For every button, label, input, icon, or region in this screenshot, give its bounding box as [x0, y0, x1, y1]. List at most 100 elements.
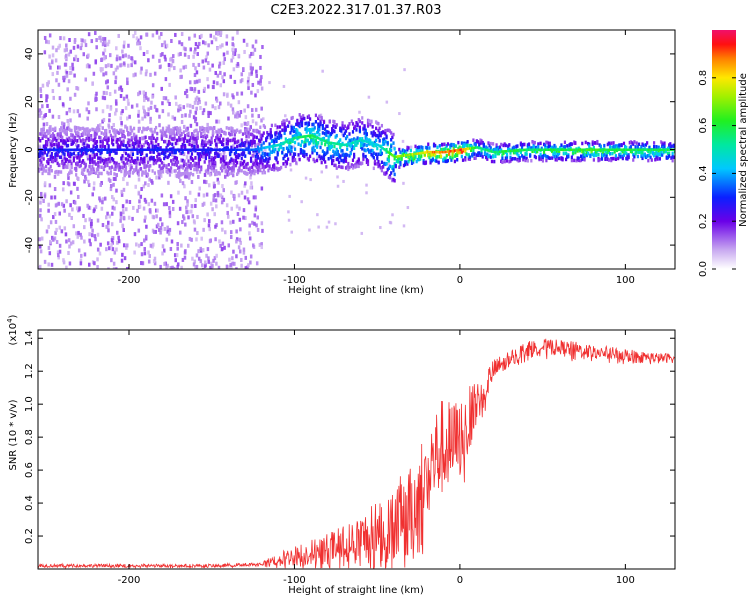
spectrogram-cell — [211, 63, 214, 68]
x-tick-label: 100 — [616, 575, 635, 586]
spectrogram-cell — [159, 225, 163, 230]
spectrogram-cell — [560, 143, 563, 147]
spectrogram-cell — [423, 161, 426, 166]
spectrogram-cell — [222, 142, 225, 147]
spectrogram-cell — [39, 132, 42, 136]
spectrogram-cell — [470, 147, 473, 150]
spectrogram-cell — [154, 138, 158, 143]
spectrogram-cell — [511, 146, 514, 150]
spectrogram-cell — [225, 34, 229, 39]
spectrogram-cell — [394, 164, 397, 169]
spectrogram-cell — [78, 164, 81, 169]
spectrogram-cell — [622, 148, 625, 151]
spectrogram-cell — [63, 148, 66, 151]
spectrogram-cell — [488, 143, 491, 148]
spectrogram-cell — [451, 149, 454, 153]
spectrogram-cell — [270, 167, 273, 171]
spectrogram-cell — [146, 50, 149, 55]
spectrogram-cell — [195, 264, 199, 269]
spectrogram-cell — [198, 148, 201, 151]
spectrogram-cell — [161, 251, 164, 256]
spectrogram-cell — [70, 165, 73, 170]
spectrogram-cell — [212, 161, 216, 166]
spectrogram-cell — [390, 171, 393, 175]
spectrogram-cell — [184, 196, 187, 201]
spectrogram-cell — [373, 159, 377, 164]
spectrogram-cell — [428, 155, 431, 160]
spectrogram-cell — [129, 148, 132, 151]
spectrogram-cell — [287, 147, 290, 152]
spectrogram-cell — [291, 137, 294, 141]
spectrogram-cell — [604, 149, 607, 153]
spectrogram-cell — [427, 142, 430, 146]
spectrogram-cell — [494, 154, 497, 159]
spectrogram-cell — [90, 219, 93, 224]
spectrogram-cell — [92, 181, 96, 186]
spectrogram-cell — [643, 152, 646, 157]
spectrogram-cell — [42, 166, 45, 170]
spectrogram-cell — [55, 142, 58, 147]
spectrogram-cell — [613, 145, 616, 149]
spectrogram-cell — [68, 244, 71, 249]
spectrogram-cell — [46, 81, 49, 86]
spectrogram-cell — [489, 146, 492, 150]
spectrogram-cell — [479, 138, 482, 142]
spectrogram-cell — [269, 150, 272, 154]
spectrogram-cell — [306, 156, 309, 161]
spectrogram-cell — [311, 134, 314, 137]
spectrogram-cell — [179, 148, 182, 151]
spectrogram-cell — [115, 247, 118, 252]
spectrogram-cell — [186, 126, 189, 131]
spectrogram-cell — [464, 156, 467, 160]
spectrogram-cell — [39, 200, 42, 205]
spectrogram-cell — [378, 126, 381, 131]
spectrogram-cell — [127, 54, 131, 59]
spectrogram-cell — [73, 125, 77, 130]
spectrogram-cell — [250, 143, 253, 148]
spectrogram-cell — [113, 172, 116, 176]
spectrogram-cell — [180, 148, 183, 151]
spectrogram-cell — [332, 154, 335, 158]
spectrogram-cell — [232, 95, 235, 100]
spectrogram-cell — [95, 126, 99, 130]
spectrogram-cell — [478, 151, 481, 155]
spectrogram-cell — [240, 148, 243, 151]
spectrogram-cell — [181, 257, 185, 262]
spectrogram-cell — [58, 155, 62, 159]
spectrogram-cell — [300, 117, 304, 122]
spectrogram-cell — [190, 237, 193, 242]
spectrogram-cell — [186, 168, 189, 172]
spectrogram-cell — [246, 171, 249, 176]
spectrogram-cell — [457, 150, 460, 154]
spectrogram-cell — [149, 243, 153, 248]
spectrogram-cell — [158, 164, 161, 168]
spectrogram-cell — [140, 66, 143, 71]
spectrogram-cell — [47, 159, 51, 164]
spectrogram-cell — [84, 43, 88, 48]
spectrogram-cell — [54, 126, 57, 131]
spectrogram-cell — [344, 166, 348, 170]
spectrogram-cell — [44, 169, 48, 173]
spectrogram-cell — [120, 130, 123, 134]
spectrogram-cell — [189, 123, 193, 128]
spectrogram-cell — [144, 215, 147, 220]
spectrogram-cell — [184, 222, 187, 227]
spectrogram-cell — [68, 108, 72, 113]
spectrogram-cell — [196, 167, 199, 172]
spectrogram-cell — [129, 167, 132, 171]
spectrogram-cell — [299, 133, 302, 138]
spectrogram-cell — [62, 165, 65, 170]
spectrogram-cell — [461, 149, 465, 153]
spectrogram-cell — [277, 143, 280, 147]
spectrogram-cell — [91, 228, 94, 233]
spectrogram-cell — [67, 52, 71, 57]
spectrogram-cell — [112, 261, 116, 266]
spectrogram-cell — [621, 156, 624, 161]
spectrogram-cell — [123, 164, 126, 169]
spectrogram-cell — [335, 142, 338, 146]
spectrogram-cell — [104, 55, 107, 60]
spectrogram-cell — [152, 150, 155, 154]
spectrogram-cell — [102, 137, 106, 141]
spectrogram-cell — [358, 128, 362, 132]
spectrogram-cell — [427, 153, 430, 158]
